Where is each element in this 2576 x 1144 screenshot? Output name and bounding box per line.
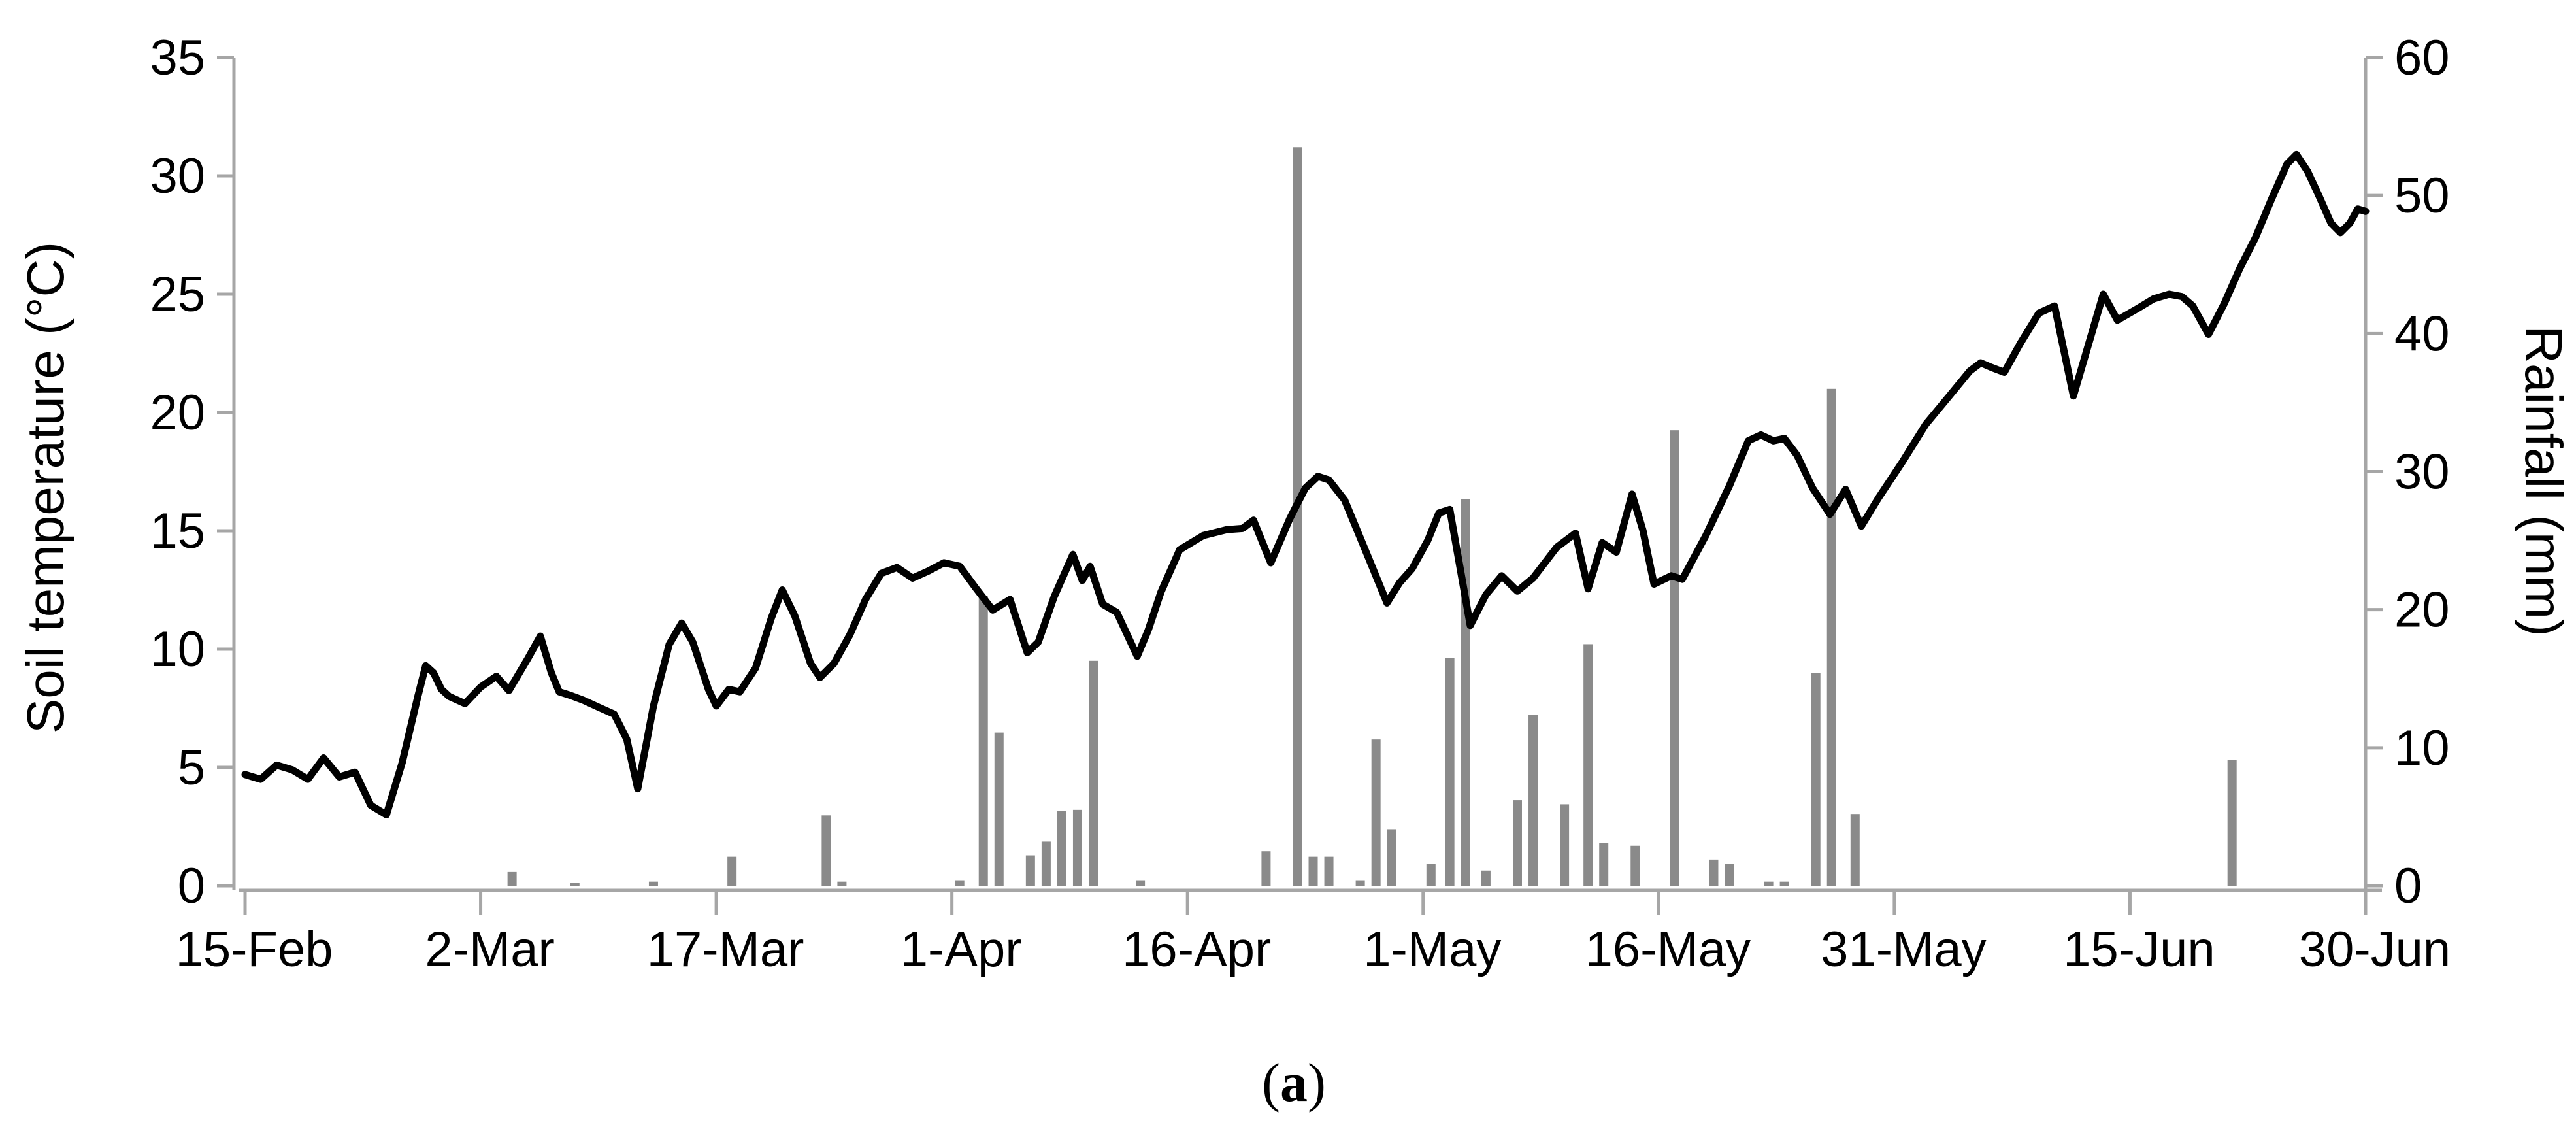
rainfall-bar-27-May [1826,388,1836,886]
right-axis-label-60: 60 [2394,30,2450,86]
rainfall-bar-28-Apr [1387,829,1396,886]
left-axis-title: Soil temperature (°C) [16,241,74,734]
right-axis-label-50: 50 [2394,168,2450,224]
soil-temperature-line [241,150,2370,818]
left-axis-label-20: 20 [150,385,205,441]
rainfall-bar-7-Apr [1041,841,1051,886]
rainfall-bar-2-May [1445,658,1455,886]
rainfall-bar-8-Apr [1057,811,1066,886]
right-axis-label-20: 20 [2394,582,2450,638]
left-axis-label-25: 25 [150,267,205,322]
x-axis-label-15-Feb: 15-Feb [176,922,333,977]
rainfall-bar-26-Apr [1355,880,1365,886]
rainfall-bar-3-Apr [978,596,988,886]
rainfall-bar-21-Jun [2227,760,2237,886]
rainfall-bar-25-Mar [837,881,847,886]
rainfall-bar-10-Apr [1089,660,1098,886]
rainfall-bar-9-Apr [1072,809,1082,886]
rainfall-bar-7-May [1513,800,1522,886]
right-axis-label-10: 10 [2394,720,2450,776]
rainfall-bar-4-Apr [994,732,1004,886]
rainfall-bar-4-Mar [507,871,517,886]
rainfall-bar-10-May [1560,804,1570,886]
left-axis-label-35: 35 [150,30,205,86]
left-axis-label-0: 0 [178,858,205,914]
x-axis-label-1-Apr: 1-Apr [900,922,1022,977]
right-axis-label-40: 40 [2394,306,2450,362]
x-axis-label-15-Jun: 15-Jun [2063,922,2215,977]
caption-close: ) [1308,1052,1326,1113]
left-axis-label-10: 10 [150,622,205,677]
rainfall-bar-13-Mar [648,881,658,886]
rainfall-bar-27-Apr [1371,739,1381,886]
x-axis-label-16-May: 16-May [1585,922,1751,977]
caption-open: ( [1262,1052,1280,1113]
x-axis-label-17-Mar: 17-Mar [647,922,804,977]
rainfall-bar-1-Apr [955,880,965,886]
rainfall-bar-13-Apr [1136,880,1146,886]
rainfall-bar-12-May [1599,843,1609,886]
x-axis-label-31-May: 31-May [1821,922,1986,977]
rainfall-bar-8-May [1528,715,1538,886]
rainfall-bar-18-Mar [727,856,737,886]
rainfall-bar-14-May [1630,845,1640,886]
rainfall-bar-23-Apr [1293,147,1302,886]
rainfall-bar-24-May [1779,881,1789,886]
rainfall-bar-23-May [1764,881,1774,886]
rainfall-bar-19-May [1709,859,1719,886]
x-axis-label-16-Apr: 16-Apr [1122,922,1271,977]
rainfall-bar-24-Mar [821,815,831,886]
rainfall-bar-17-May [1670,430,1679,886]
rainfall-bar-1-May [1426,864,1436,886]
rainfall-bar-25-Apr [1324,856,1334,886]
right-axis-label-30: 30 [2394,445,2450,500]
rainfall-bar-24-Apr [1308,856,1318,886]
right-axis-title: Rainfall (mm) [2515,326,2573,637]
rainfall-bar-28-May [1850,814,1860,886]
left-axis-label-30: 30 [150,148,205,204]
x-axis-label-1-May: 1-May [1363,922,1501,977]
right-axis-label-0: 0 [2394,858,2422,914]
x-axis-label-2-Mar: 2-Mar [425,922,554,977]
rainfall-bar-21-Apr [1261,851,1271,886]
caption-letter: a [1280,1052,1308,1113]
rainfall-bar-3-May [1461,499,1470,886]
figure-caption: (a) [1046,1051,1542,1115]
x-axis-label-30-Jun: 30-Jun [2299,922,2451,977]
rainfall-bar-8-Mar [570,883,580,886]
rainfall-bar-5-May [1481,870,1491,886]
rainfall-bar-20-May [1725,864,1734,886]
rainfall-bar-6-Apr [1025,855,1035,886]
rainfall-bar-26-May [1811,673,1821,886]
left-axis-label-15: 15 [150,503,205,559]
left-axis-label-5: 5 [178,740,205,796]
rainfall-bar-11-May [1583,644,1593,886]
